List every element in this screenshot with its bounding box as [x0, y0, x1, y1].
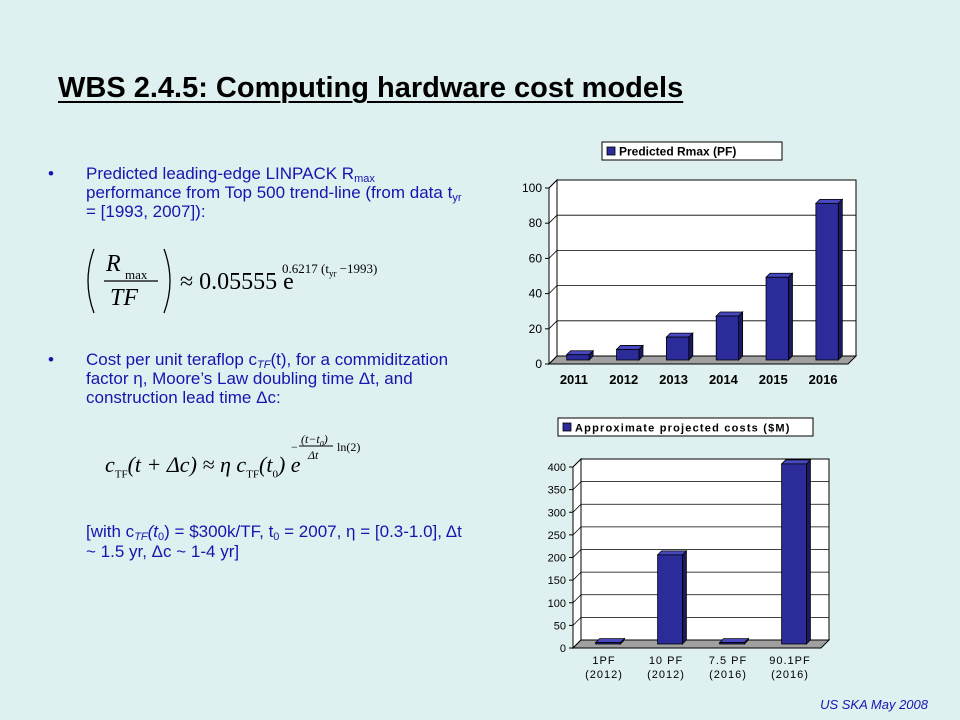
x-tick-label: 2012: [609, 372, 638, 387]
gridline: [548, 320, 856, 330]
rmax-bar-chart: 0 20 40 60 80 100 2011 2012 2013 2014 2015 2016 Pred…: [522, 141, 858, 387]
bullet-text: Predicted leading-edge LINPACK Rmax perf…: [86, 164, 462, 221]
y-tick-label: 0: [535, 357, 542, 371]
y-tick-label: 200: [548, 553, 566, 565]
plot-floor: [547, 355, 858, 365]
x-tick-label: 10 PF: [649, 655, 683, 667]
gridline: [572, 571, 829, 581]
y-tick-label: 40: [529, 287, 543, 301]
y-tick-label: 150: [548, 575, 566, 587]
footer-credit: US SKA May 2008: [820, 697, 928, 712]
gridline: [572, 481, 829, 490]
bullet-marker: •: [48, 350, 54, 369]
bar: [595, 642, 621, 645]
legend-swatch: [606, 146, 616, 156]
plot-floor: [571, 639, 831, 649]
bar-side: [805, 458, 811, 645]
slide-title: WBS 2.4.5: Computing hardware cost model…: [58, 72, 684, 104]
y-tick-label: 250: [548, 530, 566, 542]
x-tick-label: 2013: [659, 372, 688, 387]
gridline: [572, 526, 829, 536]
x-tick-label: (2016): [771, 669, 809, 681]
gridline: [572, 503, 829, 513]
y-tick-label: 20: [529, 322, 543, 336]
y-tick-label: 0: [560, 643, 566, 655]
bar-top: [780, 459, 812, 465]
bar: [815, 202, 839, 361]
bar: [719, 642, 745, 645]
bar: [657, 554, 683, 645]
rmax-formula: R max TF ≈ 0.05555 e 0.6217 (tyr −1993): [80, 245, 400, 317]
bar-side: [681, 549, 687, 645]
legend-label: Predicted Rmax (PF): [619, 145, 736, 159]
bar-top: [594, 638, 626, 644]
bullet-rmax: • Predicted leading-edge LINPACK Rmax pe…: [48, 164, 468, 221]
gridline: [548, 214, 856, 224]
gridline: [548, 179, 856, 189]
bar-top: [665, 332, 694, 338]
bar-side: [738, 311, 744, 361]
x-tick-label: 2015: [759, 372, 788, 387]
bar-top: [814, 198, 844, 204]
y-tick-label: 350: [548, 485, 566, 497]
plot-area: [556, 179, 857, 357]
cost-formula: cTF(t + Δc) ≈ η cTF(t0) e − (t−t0) Δt ln…: [105, 432, 361, 481]
legend-label: Approximate projected costs ($M): [575, 423, 791, 435]
y-tick-label: 80: [529, 216, 543, 230]
bar-top: [565, 350, 595, 356]
plot-left-wall: [548, 178, 558, 366]
y-tick-label: 400: [548, 462, 566, 474]
gridline: [548, 250, 856, 259]
bar-top: [718, 638, 750, 644]
bullet-text: Cost per unit teraflop cTF(t), for a com…: [86, 350, 449, 407]
x-tick-label: 2016: [809, 372, 838, 387]
x-tick-label: (2016): [709, 669, 747, 681]
bar-side: [837, 198, 843, 361]
parameters-note: [with cTF(t0) = $300k/TF, t0 = 2007, η =…: [86, 522, 462, 561]
bar-top: [765, 272, 794, 278]
bar-top: [615, 345, 644, 350]
bar: [715, 315, 740, 361]
y-tick-label: 60: [529, 251, 543, 265]
x-tick-label: 2014: [709, 372, 739, 387]
fraction-bar: [299, 445, 333, 447]
gridline: [572, 549, 829, 558]
bar: [765, 276, 789, 361]
legend-box: [601, 141, 783, 161]
y-tick-label: 100: [522, 181, 542, 195]
cost-bar-chart: 0 50 100 150 200 250 300 350 400 1PF (2012) 10 PF (2…: [548, 417, 831, 681]
y-tick-label: 100: [548, 598, 566, 610]
y-tick-label: 50: [554, 620, 566, 632]
bar: [566, 354, 590, 361]
legend-swatch: [562, 422, 572, 432]
gridline: [548, 285, 856, 294]
gridline: [572, 616, 829, 626]
bar: [781, 463, 807, 645]
bar-side: [788, 272, 793, 361]
x-tick-label: 7.5 PF: [709, 655, 747, 667]
bar-top: [715, 311, 744, 317]
bar-top: [656, 550, 688, 556]
rmax-formula-graphic: [87, 248, 171, 314]
x-tick-label: 1PF: [592, 655, 615, 667]
x-tick-label: 90.1PF: [769, 655, 810, 667]
legend-box: [557, 417, 814, 437]
gridline: [572, 458, 829, 468]
x-tick-label: (2012): [585, 669, 623, 681]
gridline: [572, 594, 829, 604]
x-tick-label: (2012): [647, 669, 685, 681]
bullet-cost: • Cost per unit teraflop cTF(t), for a c…: [48, 350, 468, 407]
bar: [665, 336, 690, 361]
bar-side: [688, 332, 694, 361]
y-tick-label: 300: [548, 507, 566, 519]
x-tick-label: 2011: [560, 372, 588, 387]
bullet-marker: •: [48, 164, 54, 183]
bar: [616, 349, 640, 361]
